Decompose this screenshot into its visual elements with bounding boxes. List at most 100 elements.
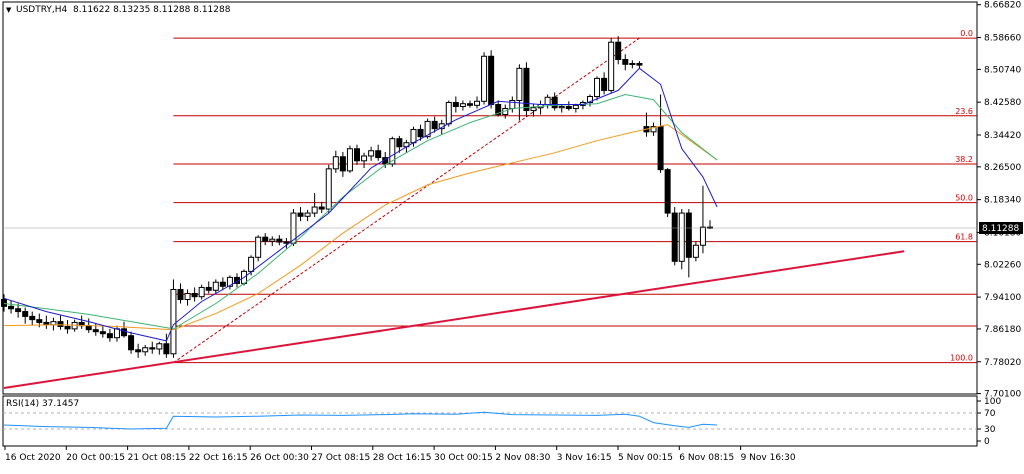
candle	[121, 321, 128, 338]
candle-body-bull	[184, 292, 191, 301]
candle-body-bear	[565, 106, 572, 110]
candle	[212, 279, 219, 294]
candle-body-bull	[325, 168, 332, 210]
candle	[8, 300, 15, 314]
rsi-tick-label: 70	[984, 409, 996, 419]
candle-body-bear	[8, 305, 15, 310]
candle	[678, 209, 685, 270]
candle	[488, 50, 495, 109]
candle-body-bear	[354, 148, 360, 162]
candle-body-bear	[636, 63, 643, 66]
candle	[1, 294, 7, 312]
candle	[572, 103, 579, 113]
ohlc-label: 8.11622 8.13235 8.11288 8.11288	[73, 5, 231, 15]
candle-body-bull	[629, 63, 636, 66]
candle	[191, 287, 198, 302]
candle	[283, 238, 290, 249]
time-tick-label: 30 Oct 00:15	[434, 453, 493, 463]
candle	[629, 60, 636, 69]
candle	[262, 233, 269, 246]
candle-body-bear	[135, 349, 142, 353]
candle	[608, 38, 615, 94]
candle	[636, 61, 643, 69]
candle-body-bear	[551, 96, 558, 109]
candle-body-bear	[488, 55, 495, 106]
rsi-label: RSI(14) 37.1457	[6, 399, 79, 409]
candle	[354, 144, 360, 165]
price-tick-label: 7.86180	[984, 325, 1021, 335]
candle-body-bear	[375, 150, 382, 159]
candle-body-bull	[558, 106, 565, 109]
chart-dropdown-icon[interactable]: ▼	[6, 6, 12, 14]
candle-body-bear	[36, 319, 43, 323]
candle	[558, 104, 565, 113]
candle	[255, 235, 262, 262]
price-tick-label: 8.42580	[984, 98, 1021, 108]
candle-body-bear	[85, 325, 92, 331]
price-tick-label: 7.78020	[984, 358, 1021, 368]
candle-body-bear	[177, 288, 184, 301]
candle	[375, 144, 382, 161]
rsi-tick-label: 100	[984, 397, 1001, 407]
candle-body-bear	[99, 331, 106, 335]
candle-body-bear	[664, 169, 671, 214]
candle	[346, 145, 353, 173]
candle	[99, 325, 106, 338]
candle	[452, 96, 459, 113]
candle-body-bear	[671, 212, 678, 262]
candle-body-bear	[22, 311, 29, 317]
candle-body-bear	[276, 238, 283, 243]
axis-layer: 8.66820 8.58660 8.50740 8.42580 8.34420 8.265…	[3, 1, 1023, 463]
candle	[692, 241, 699, 262]
candle	[481, 52, 488, 105]
time-tick-label: 16 Oct 2020	[5, 453, 61, 463]
candle	[495, 100, 502, 117]
candle	[664, 168, 671, 218]
candle	[431, 116, 438, 133]
price-tick-label: 8.18340	[984, 196, 1021, 206]
candle-body-bear	[417, 128, 424, 138]
candle-body-bear	[523, 67, 530, 112]
candle	[276, 235, 283, 246]
candle-body-bear	[64, 325, 71, 330]
candle-body-bull	[170, 288, 177, 355]
candle	[601, 72, 608, 95]
candle	[332, 150, 339, 173]
price-tick-label: 8.02260	[984, 260, 1021, 270]
time-tick-label: 3 Nov 16:15	[557, 453, 612, 463]
candle-body-bull	[389, 138, 396, 165]
candle-body-bear	[219, 281, 226, 287]
candle-body-bear	[128, 335, 135, 351]
candle-body-bear	[57, 321, 64, 327]
rsi-tick-label: 30	[984, 425, 996, 435]
candle-body-bull	[481, 55, 488, 102]
candle	[389, 136, 396, 167]
candle	[198, 284, 205, 300]
candle-body-bull	[255, 236, 262, 258]
support-trendline	[3, 250, 905, 389]
symbol-label: USDTRY,H4	[16, 5, 68, 15]
candle	[177, 283, 184, 304]
candle-body-bull	[586, 95, 593, 104]
candle	[594, 76, 601, 101]
candle-body-bull	[530, 107, 537, 112]
candle-body-bull	[594, 77, 601, 97]
rsi-tick-label: 0	[984, 437, 990, 447]
candle-body-bear	[29, 315, 36, 321]
candle-body-bull	[269, 238, 276, 242]
candle-body-bear	[452, 102, 459, 108]
time-tick-label: 5 Nov 00:15	[618, 453, 673, 463]
fib-level-label: 50.0	[955, 194, 973, 203]
price-tick-label: 7.70100	[984, 390, 1021, 400]
candle-body-bull	[459, 103, 466, 108]
candle-body-bull	[544, 96, 551, 106]
candle	[523, 62, 530, 117]
candle-body-bear	[262, 236, 269, 242]
ma-mid-line	[3, 93, 718, 330]
ma-slow-line	[3, 124, 718, 331]
candle-body-bull	[142, 347, 149, 353]
candle-body-bull	[332, 156, 339, 170]
candle	[170, 279, 177, 358]
candle	[685, 209, 692, 278]
